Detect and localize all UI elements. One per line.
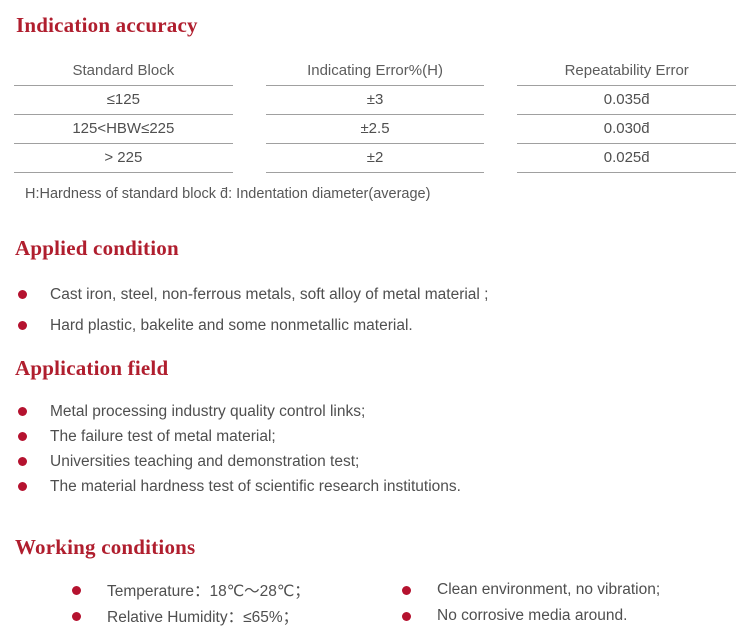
list-item: Cast iron, steel, non-ferrous metals, so… [18, 279, 750, 310]
bullet-dot-icon [72, 611, 81, 621]
application-field-list: Metal processing industry quality contro… [0, 399, 750, 499]
bullet-dot-icon [18, 290, 27, 299]
table-cell: ±2 [265, 144, 485, 173]
list-item: The material hardness test of scientific… [18, 474, 750, 499]
list-item-text: No corrosive media around. [437, 607, 628, 624]
accuracy-table: Standard Block ≤125 125<HBW≤225 > 225 In… [14, 62, 737, 173]
bullet-dot-icon [402, 585, 411, 595]
bullet-dot-icon [18, 321, 27, 330]
list-item: Relative Humidity：≤65%； [72, 603, 402, 629]
table-cell: 0.030d̄ [517, 115, 737, 144]
bullet-dot-icon [18, 457, 27, 466]
section-title-working-conditions: Working conditions [15, 535, 196, 559]
section-title-indication-accuracy: Indication accuracy [16, 13, 198, 37]
table-cell: 0.035d̄ [517, 86, 737, 115]
list-item-text: Hard plastic, bakelite and some nonmetal… [50, 316, 413, 334]
working-conditions-left-column: Temperature：18℃～28℃； Relative Humidity：≤… [72, 577, 402, 629]
list-item: Metal processing industry quality contro… [18, 399, 750, 424]
bullet-dot-icon [18, 407, 27, 416]
table-column-standard-block: Standard Block ≤125 125<HBW≤225 > 225 [14, 62, 233, 173]
table-cell: > 225 [14, 144, 233, 173]
working-conditions-columns: Temperature：18℃～28℃； Relative Humidity：≤… [0, 577, 750, 629]
bullet-dot-icon [402, 611, 411, 621]
list-item-text: Metal processing industry quality contro… [50, 402, 366, 420]
list-item-text: Cast iron, steel, non-ferrous metals, so… [50, 285, 489, 303]
list-item: No corrosive media around. [402, 603, 660, 629]
bullet-dot-icon [18, 482, 27, 491]
list-item: Universities teaching and demonstration … [18, 449, 750, 474]
list-item: The failure test of metal material; [18, 424, 750, 449]
table-cell: ±3 [265, 86, 485, 115]
list-item-text: Relative Humidity：≤65%； [107, 609, 299, 626]
table-footnote: H:Hardness of standard block d̄: Indenta… [25, 186, 431, 202]
list-item-text: Temperature：18℃～28℃； [107, 583, 310, 600]
table-cell: ≤125 [14, 86, 233, 115]
list-item: Hard plastic, bakelite and some nonmetal… [18, 310, 750, 341]
table-column-repeatability-error: Repeatability Error 0.035d̄ 0.030d̄ 0.02… [517, 62, 737, 173]
working-conditions-right-column: Clean environment, no vibration; No corr… [402, 577, 660, 629]
bullet-dot-icon [72, 585, 81, 595]
list-item-text: The material hardness test of scientific… [50, 477, 461, 495]
section-title-applied-condition: Applied condition [15, 236, 179, 260]
working-conditions-right-list: Clean environment, no vibration; No corr… [402, 577, 660, 629]
applied-condition-list: Cast iron, steel, non-ferrous metals, so… [0, 279, 750, 341]
table-cell: 125<HBW≤225 [14, 115, 233, 144]
table-column-header: Standard Block [14, 62, 233, 86]
table-column-header: Indicating Error%(H) [265, 62, 485, 86]
section-title-application-field: Application field [15, 356, 169, 380]
list-item-text: The failure test of metal material; [50, 427, 276, 445]
bullet-dot-icon [18, 432, 27, 441]
table-column-header: Repeatability Error [517, 62, 737, 86]
table-cell: ±2.5 [265, 115, 485, 144]
list-item: Clean environment, no vibration; [402, 577, 660, 603]
table-cell: 0.025d̄ [517, 144, 737, 173]
table-column-indicating-error: Indicating Error%(H) ±3 ±2.5 ±2 [265, 62, 485, 173]
working-conditions-left-list: Temperature：18℃～28℃； Relative Humidity：≤… [72, 577, 402, 629]
list-item-text: Clean environment, no vibration; [437, 581, 661, 598]
list-item: Temperature：18℃～28℃； [72, 577, 402, 603]
list-item-text: Universities teaching and demonstration … [50, 452, 360, 470]
